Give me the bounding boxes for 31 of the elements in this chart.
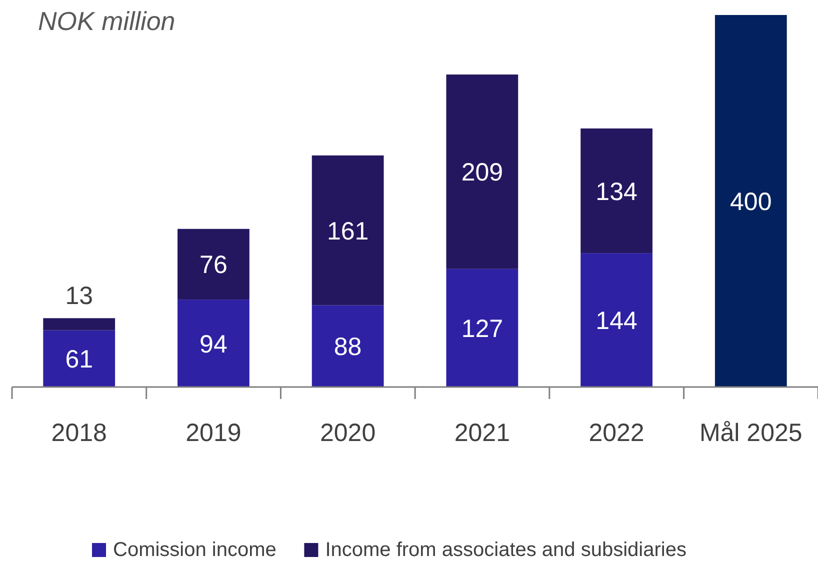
data-label: 127 (461, 314, 504, 343)
x-tick-label: 2022 (588, 419, 644, 447)
data-label: 88 (334, 333, 362, 362)
x-tick-label: 2018 (51, 419, 107, 447)
data-label: 161 (326, 217, 369, 246)
x-tick-label: 2020 (320, 419, 376, 447)
x-tick-label: 2019 (186, 419, 242, 447)
data-label: 209 (461, 158, 504, 187)
bar (312, 305, 384, 387)
bar (178, 228, 250, 300)
bar (714, 15, 787, 387)
data-label: 13 (65, 282, 94, 310)
x-tick-label: 2021 (454, 419, 510, 447)
data-label: 144 (596, 307, 638, 336)
data-label: 94 (200, 330, 228, 358)
data-label: 61 (65, 346, 94, 374)
bar (580, 128, 652, 254)
bar (43, 318, 116, 330)
legend-label: Income from associates and subsidiaries (325, 539, 686, 561)
data-label: 76 (200, 251, 228, 280)
data-label: 400 (730, 188, 772, 216)
bar (446, 74, 518, 269)
legend-label: Comission income (113, 539, 276, 561)
data-label: 134 (596, 178, 638, 206)
bar (580, 253, 652, 387)
bar (446, 268, 518, 387)
bar (178, 300, 250, 387)
bar (43, 330, 116, 387)
y-axis-title: NOK million (38, 6, 176, 36)
x-tick-label: Mål 2025 (699, 419, 802, 447)
bar (312, 155, 384, 306)
